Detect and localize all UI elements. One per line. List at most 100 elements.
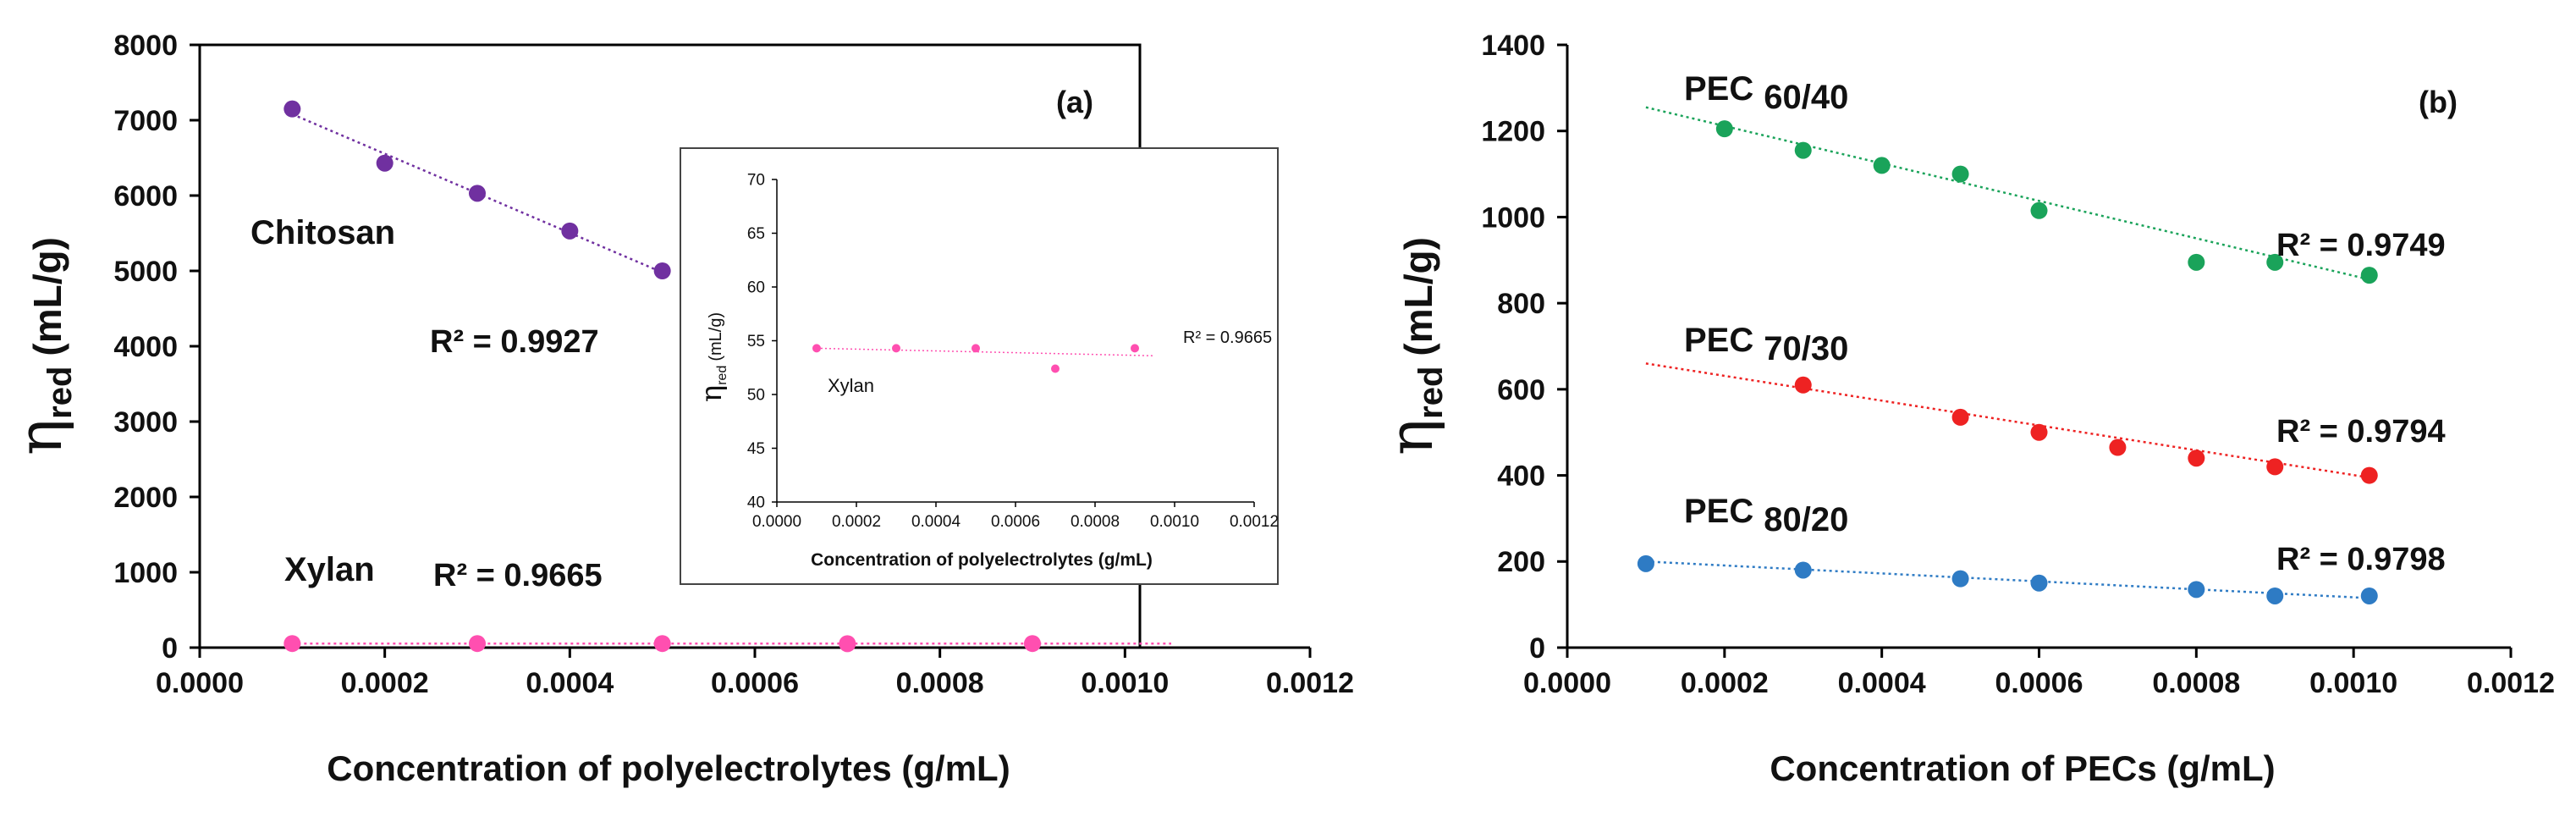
panel-b-chart: 0 200 400 600 800 1000 1200 1400 0.0000 0.0002 0.0… — [1375, 30, 2555, 788]
panel-b-label: (b) — [2419, 85, 2458, 119]
panel-b-series-0-point — [1951, 165, 1969, 183]
panel-a-x-tick-label: 0.0008 — [896, 667, 984, 699]
inset-y-tick-label: 70 — [747, 172, 765, 190]
panel-b-y-tick-label: 800 — [1497, 288, 1545, 320]
panel-a-series-0-point — [561, 222, 579, 240]
pec-70-30-r2: R² = 0.9794 — [2276, 414, 2446, 450]
pec-60-40-r2: R² = 0.9749 — [2276, 228, 2446, 263]
inset-xylan-label: Xylan — [828, 375, 874, 396]
panel-a-series-0-trendline — [291, 113, 663, 273]
panel-b-y-sub: red — [1412, 367, 1450, 419]
panel-a-series-0-point — [376, 154, 394, 172]
panel-b-series-0-trendline — [1645, 106, 2370, 281]
pec-70-30-sub: 70/30 — [1764, 330, 1848, 367]
inset-x-tick-label: 0.0000 — [752, 513, 801, 531]
panel-b-series-1-point — [2360, 466, 2378, 484]
inset-y-unit: (mL/g) — [707, 312, 725, 361]
inset-x-tick-label: 0.0006 — [991, 513, 1040, 531]
inset-x-tick-label: 0.0012 — [1230, 513, 1279, 531]
panel-a-x-tick-label: 0.0010 — [1081, 667, 1169, 699]
panel-b-x-tick-label: 0.0006 — [1995, 667, 2083, 699]
inset-chart: 40 45 50 55 60 65 70 0.0000 0.0002 0.0004 0.0006 0.… — [680, 147, 1279, 585]
inset-xylan-r2: R² = 0.9665 — [1183, 328, 1272, 347]
panel-b-y-axis-title: ηred (mL/g) — [1375, 237, 1450, 455]
panel-a-y-tick-label: 7000 — [113, 105, 178, 137]
panel-a-x-tick-label: 0.0006 — [711, 667, 799, 699]
panel-b-series-0-point — [1873, 157, 1891, 174]
xylan-label: Xylan — [284, 551, 375, 588]
panel-a-series-1-point — [653, 635, 671, 653]
panel-a-tick-labels: 0 1000 2000 3000 4000 5000 6000 7000 8000 0.0000 0… — [113, 30, 1354, 699]
panel-b-x-tick-label: 0.0004 — [1838, 667, 1926, 699]
panel-a-x-axis-title: Concentration of polyelectrolytes (g/mL) — [327, 748, 1010, 788]
panel-b-series-2-point — [1794, 561, 1812, 579]
svg-text:ηred(mL/g): ηred (mL/g) — [1375, 237, 1450, 455]
chitosan-label: Chitosan — [250, 214, 395, 251]
panel-a-series-1-point — [839, 635, 856, 653]
inset-x-tick-label: 0.0008 — [1071, 513, 1120, 531]
pec-80-20-r2: R² = 0.9798 — [2276, 542, 2446, 577]
panel-a-y-unit: (mL/g) — [25, 237, 69, 356]
inset-x-tick-label: 0.0002 — [832, 513, 881, 531]
inset-frame — [680, 147, 1279, 585]
inset-y-tick-label: 40 — [747, 494, 765, 512]
panel-a-x-tick-label: 0.0012 — [1266, 667, 1354, 699]
inset-x-axis-title: Concentration of polyelectrolytes (g/mL) — [811, 550, 1153, 570]
panel-a-y-tick-label: 1000 — [113, 557, 178, 589]
panel-b-series-1-point — [2266, 458, 2284, 476]
panel-b-x-tick-label: 0.0008 — [2152, 667, 2240, 699]
inset-y-axis-title: ηred (mL/g) — [695, 312, 729, 402]
inset-y-tick-label: 50 — [747, 387, 765, 405]
panel-b-y-tick-label: 200 — [1497, 546, 1545, 578]
panel-a-x-tick-label: 0.0000 — [156, 667, 244, 699]
panel-b-x-tick-label: 0.0002 — [1681, 667, 1769, 699]
panel-b-x-axis-title: Concentration of PECs (g/mL) — [1770, 748, 2275, 788]
pec-60-40-sub: 60/40 — [1764, 79, 1848, 116]
panel-a-y-tick-label: 2000 — [113, 482, 178, 514]
panel-a-axes — [190, 43, 1312, 658]
panel-b-series-2-point — [2188, 581, 2205, 599]
panel-b-y-tick-label: 0 — [1529, 632, 1545, 665]
pec-70-30-label: PEC 70/30 — [1684, 322, 1848, 367]
inset-y-sub: red — [715, 366, 729, 385]
svg-text:ηred(mL/g): ηred (mL/g) — [695, 312, 729, 402]
panel-b-y-unit: (mL/g) — [1396, 237, 1440, 356]
panel-b-y-tick-label: 1000 — [1481, 201, 1545, 234]
panel-a-y-tick-label: 0 — [162, 632, 178, 665]
inset-series-0-point — [812, 344, 821, 353]
pec-80-20-label: PEC 80/20 — [1684, 493, 1848, 538]
inset-y-tick-label: 65 — [747, 225, 765, 243]
panel-b-series-0-point — [2030, 201, 2048, 219]
panel-b-series-1-point — [2109, 439, 2127, 456]
inset-y-tick-label: 55 — [747, 333, 765, 350]
panel-a-chart: 0 1000 2000 3000 4000 5000 6000 7000 8000 0.0000 0… — [4, 30, 1354, 788]
panel-b-series-1-point — [1951, 408, 1969, 426]
panel-b-series-2-point — [2266, 587, 2284, 604]
inset-y-tick-label: 60 — [747, 279, 765, 297]
panel-b-series-1-point — [2030, 423, 2048, 441]
panel-a-y-tick-label: 5000 — [113, 256, 178, 288]
panel-b-tick-labels: 0 200 400 600 800 1000 1200 1400 0.0000 0.0002 0.0… — [1481, 30, 2555, 699]
inset-trendline — [816, 347, 1155, 357]
panel-a-y-sub: red — [41, 367, 79, 419]
panel-a-series-1-point — [283, 635, 301, 653]
panel-a-series-1-point — [1024, 635, 1041, 653]
pec-60-40-name: PEC — [1684, 70, 1753, 108]
panel-b-series-1-trendline — [1645, 362, 2370, 479]
svg-text:ηred(mL/g): ηred (mL/g) — [4, 237, 79, 455]
panel-a-label: (a) — [1056, 85, 1093, 119]
panel-b-series-0-point — [1715, 120, 1733, 138]
panel-a-series-0-point — [469, 185, 486, 202]
panel-a-series-1-point — [469, 635, 486, 653]
panel-b-series-0-point — [2266, 253, 2284, 271]
panel-b-series-2-point — [1951, 570, 1969, 588]
panel-a-trendlines — [291, 113, 1172, 645]
panel-b-series-2-point — [2360, 587, 2378, 604]
inset-series-0-point — [1131, 344, 1139, 353]
panel-a-series-0-point — [283, 100, 301, 118]
panel-a-series-0-point — [653, 262, 671, 279]
pec-80-20-sub: 80/20 — [1764, 501, 1848, 538]
panel-b-y-tick-label: 1200 — [1481, 116, 1545, 148]
inset-points — [812, 344, 1139, 373]
